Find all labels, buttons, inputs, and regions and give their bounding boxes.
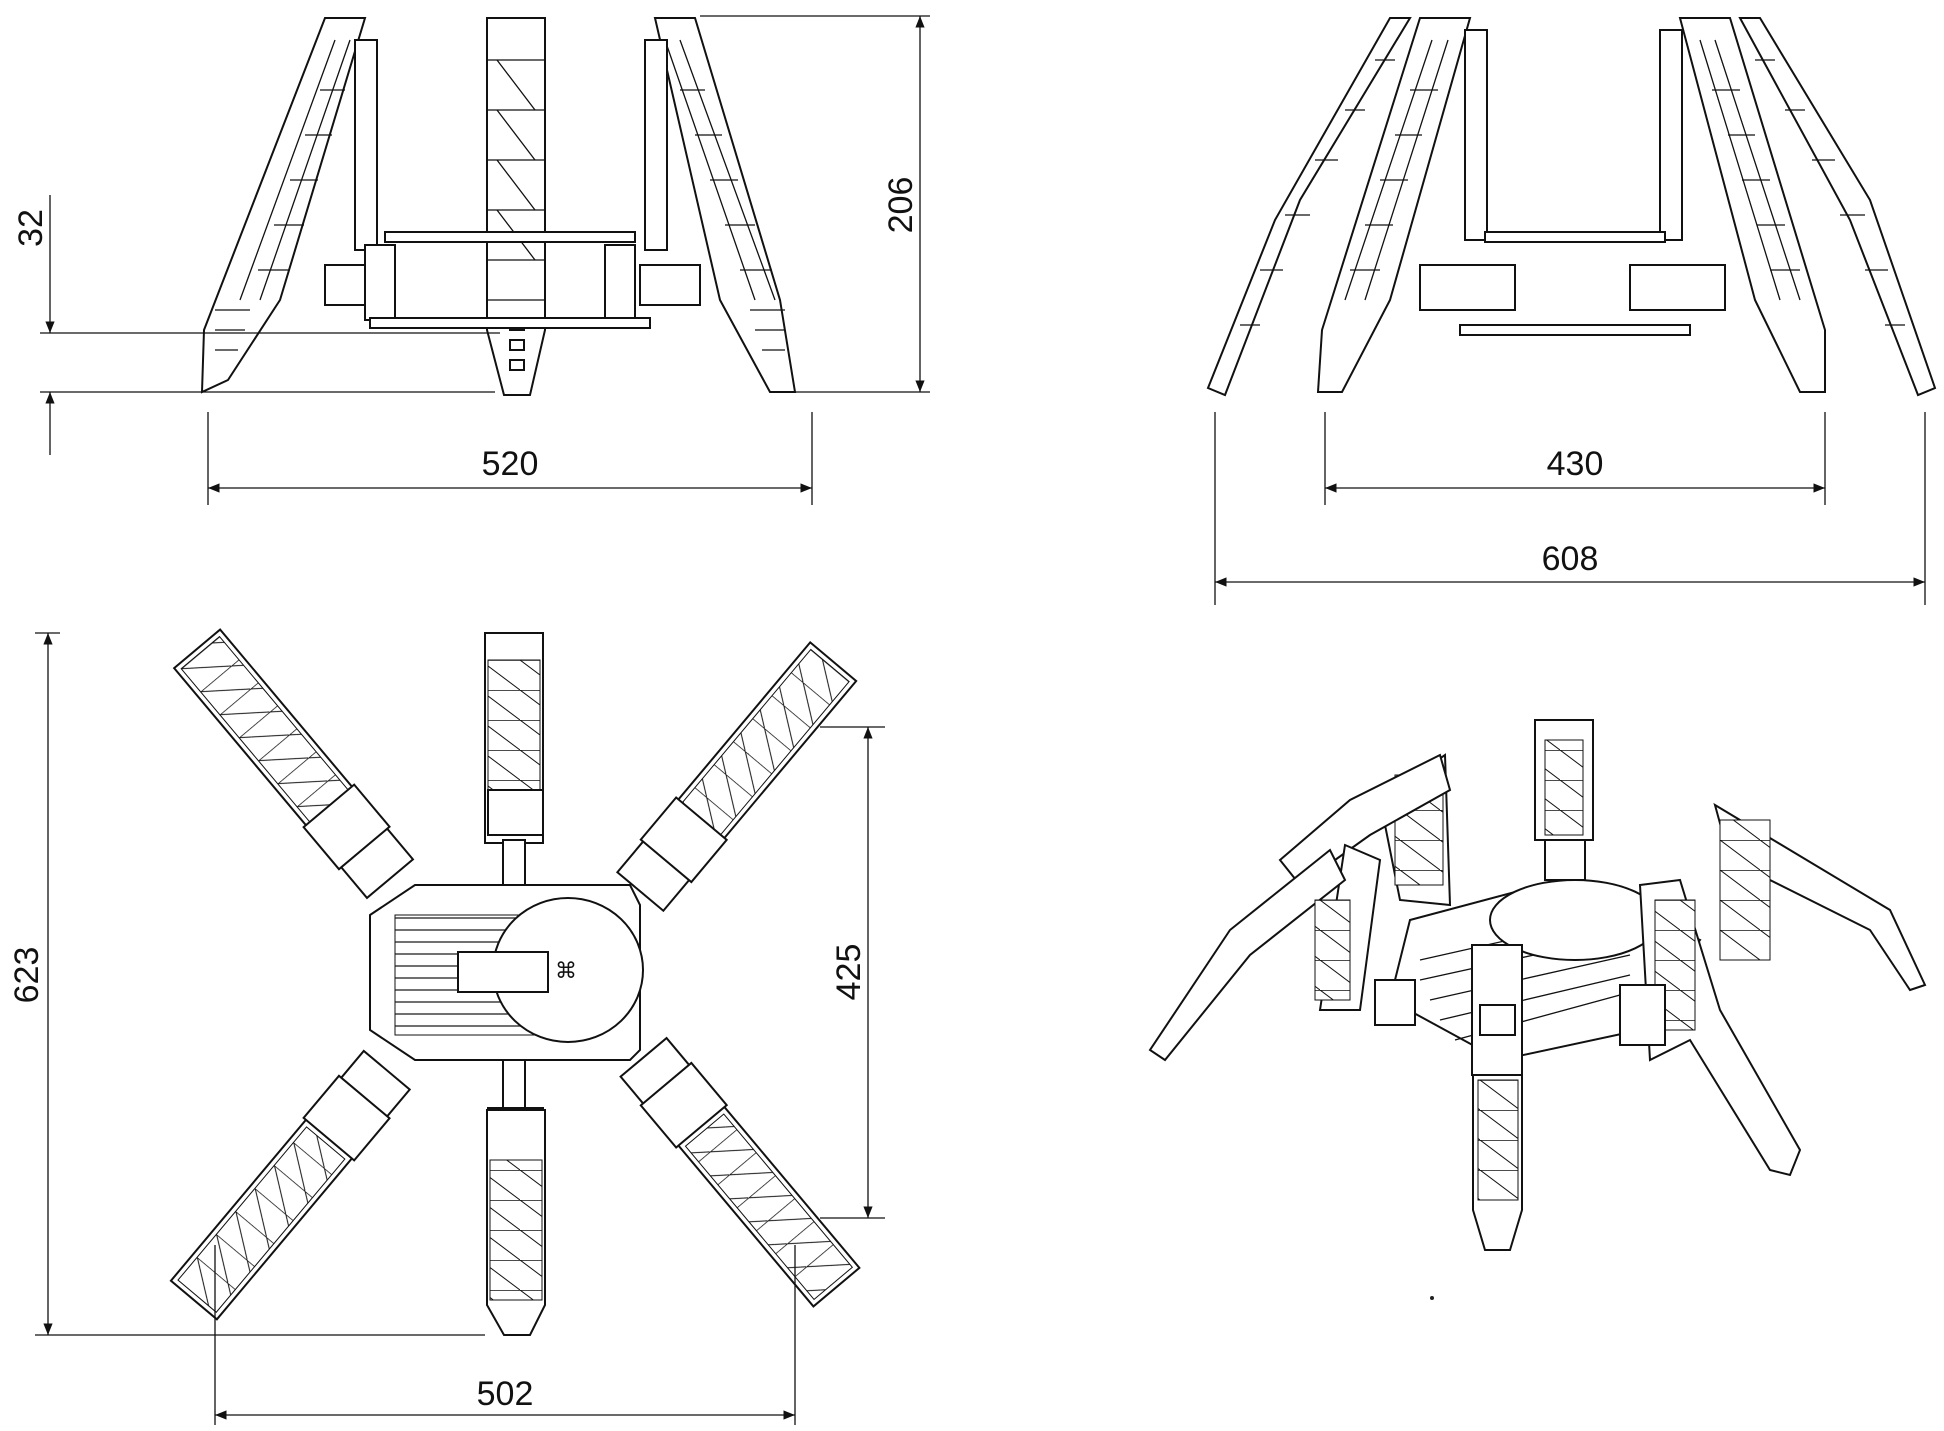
side-view: 430 608 — [1206, 17, 1937, 605]
side-inner-left-leg — [1316, 17, 1472, 393]
front-dimensions: 520 206 32 — [12, 15, 930, 505]
front-right-leg — [604, 17, 797, 393]
iso-leg-back-right — [1713, 802, 1927, 992]
side-inner-right-leg — [1678, 17, 1826, 393]
top-leg-northwest — [172, 628, 415, 900]
svg-text:⌘: ⌘ — [555, 958, 577, 983]
top-view: ⌘ — [8, 628, 885, 1425]
iso-leg-back-left — [1278, 753, 1452, 907]
front-width-dim: 520 — [482, 445, 539, 483]
side-outer-right-leg — [1738, 17, 1937, 397]
front-height-dim: 206 — [882, 177, 920, 234]
side-inner-span-dim: 430 — [1547, 445, 1604, 483]
top-leg-south — [486, 1059, 546, 1336]
top-width-dim: 502 — [477, 1375, 534, 1413]
front-view: 520 206 32 — [12, 15, 930, 505]
top-leg-north — [484, 632, 544, 886]
top-leg-northeast — [615, 640, 858, 913]
front-clearance-dim: 32 — [12, 209, 50, 247]
front-center-leg — [486, 17, 546, 396]
side-outer-span-dim: 608 — [1542, 540, 1599, 578]
iso-leg-front — [1471, 944, 1523, 1251]
front-top-plate — [384, 231, 636, 243]
side-dimensions: 430 608 — [1214, 412, 1926, 605]
top-leg-span-dim: 425 — [830, 944, 868, 1001]
front-left-leg — [200, 17, 396, 394]
isometric-view — [1148, 719, 1927, 1300]
top-dimensions: 623 425 502 — [8, 632, 885, 1425]
top-leg-southwest — [169, 1049, 412, 1321]
iso-leg-front-left — [1148, 843, 1416, 1062]
top-leg-southeast — [619, 1036, 861, 1308]
iso-leg-front-right — [1619, 878, 1802, 1177]
front-bottom-plate — [369, 317, 651, 329]
top-length-dim: 623 — [8, 947, 46, 1004]
side-outer-left-leg — [1206, 17, 1412, 397]
